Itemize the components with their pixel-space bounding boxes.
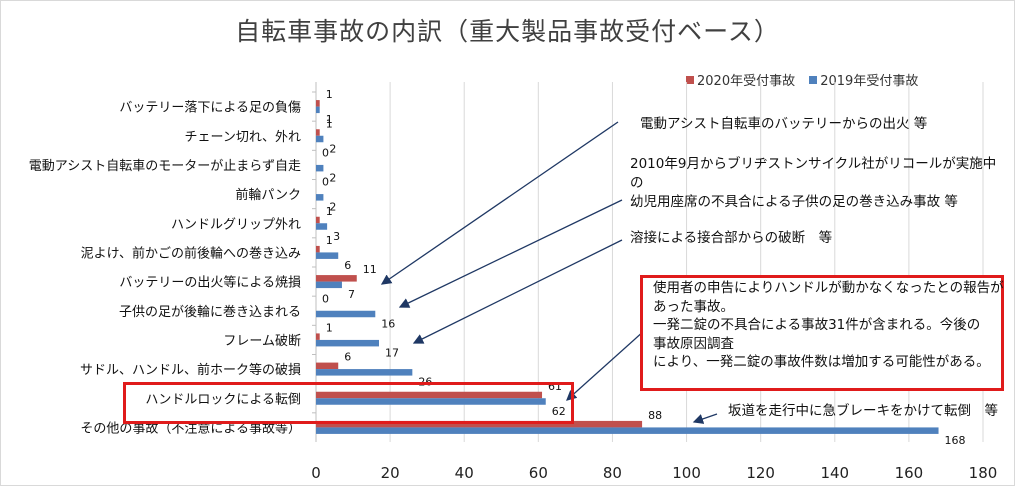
data-label-2019-7: 16: [381, 317, 395, 330]
annotation-handle-lock-box: 使用者の申告によりハンドルが動かなくなったとの報告が あった事故。 一発二錠の不…: [640, 275, 1004, 391]
bar-2019-3: [316, 194, 324, 201]
data-label-2019-4: 3: [333, 230, 340, 243]
annotation-handle-lock-line3: 一発二錠の不具合による事故31件が含まれる。今後の: [653, 317, 981, 333]
bar-2019-10: [316, 398, 546, 405]
bar-2019-4: [316, 223, 328, 230]
data-label-2019-11: 168: [945, 434, 966, 447]
bar-2020-4: [316, 216, 320, 224]
annotation-child-foot-line1: 2010年9月からブリヂストンサイクル社がリコールが実施中: [630, 156, 997, 172]
annotation-handle-lock-line4: 事故原因調査: [653, 335, 734, 352]
arrow-handle-lock: [566, 329, 646, 401]
annotation-other: 坂道を走行中に急ブレーキをかけて転倒 等: [728, 403, 998, 419]
arrow-other: [692, 413, 718, 424]
annotation-child-foot-line2: の: [630, 175, 644, 191]
category-label-5: 泥よけ、前かごの前後輪への巻き込み: [81, 245, 301, 261]
annotation-child-foot-line3: 幼児用座席の不具合による子供の足の巻き込み事故 等: [630, 194, 958, 210]
legend-item-2019: 2019年受付事故: [809, 70, 918, 89]
category-label-1: チェーン切れ、外れ: [185, 130, 301, 145]
legend-swatch-2019: [809, 76, 818, 84]
annotation-battery-fire: 電動アシスト自転車のバッテリーからの出火 等: [640, 116, 928, 132]
arrow-battery-fire: [380, 121, 619, 285]
bar-2019-1: [316, 135, 324, 143]
data-label-2020-7: 0: [322, 292, 329, 305]
x-tick-label-7: 140: [820, 464, 849, 482]
category-label-0: バッテリー落下による足の負傷: [119, 101, 301, 116]
annotation-handle-lock: 使用者の申告によりハンドルが動かなくなったとの報告が あった事故。 一発二錠の不…: [643, 278, 1004, 372]
data-label-2019-5: 6: [344, 259, 351, 272]
annotation-child-foot: 2010年9月からブリヂストンサイクル社がリコールが実施中 の 幼児用座席の不具…: [630, 155, 996, 212]
x-tick-label-6: 120: [746, 464, 775, 482]
legend-swatch-2020: [686, 76, 694, 84]
category-label-8: フレーム破断: [223, 334, 301, 349]
data-label-2019-2: 2: [329, 171, 336, 184]
x-tick-label-9: 180: [969, 464, 998, 482]
category-label-6: バッテリーの出火等による焼損: [119, 275, 301, 291]
bar-2020-9: [316, 362, 339, 370]
data-label-2020-8: 1: [326, 321, 333, 334]
category-label-9: サドル、ハンドル、前ホーク等の破損: [80, 362, 301, 378]
legend: 2020年受付事故 2019年受付事故: [686, 70, 928, 89]
bar-2019-7: [316, 310, 376, 318]
data-label-2020-1: 1: [326, 117, 333, 130]
category-label-4: ハンドルグリップ外れ: [171, 217, 301, 232]
x-tick-label-4: 80: [603, 464, 622, 482]
category-label-11: その他の事故（不注意による事故等）: [80, 420, 301, 436]
bar-2019-0: [316, 106, 320, 114]
legend-label-2020: 2020年受付事故: [697, 74, 796, 89]
bar-2020-0: [316, 100, 320, 107]
annotation-frame: 溶接による接合部からの破断 等: [630, 230, 833, 246]
bar-2020-1: [316, 129, 320, 136]
bar-2019-8: [316, 339, 379, 347]
data-label-2020-4: 1: [326, 205, 333, 218]
data-label-2020-11: 88: [648, 409, 662, 422]
bar-2020-11: [316, 420, 643, 428]
bar-2019-6: [316, 281, 342, 289]
data-label-2019-0: 1: [326, 113, 333, 126]
data-label-2019-1: 2: [329, 142, 336, 155]
data-label-2020-2: 0: [322, 146, 329, 159]
data-label-2019-10: 62: [552, 405, 566, 418]
category-label-3: 前輪パンク: [235, 187, 301, 203]
data-label-2020-3: 0: [322, 176, 329, 189]
category-label-10: ハンドルロックによる転倒: [145, 392, 301, 407]
data-label-2020-6: 11: [363, 263, 377, 276]
category-label-2: 電動アシスト自転車のモーターが止まらず自走: [29, 159, 301, 174]
legend-item-2020: 2020年受付事故: [686, 70, 795, 89]
bar-2019-11: [316, 427, 939, 434]
x-tick-label-3: 60: [529, 464, 548, 482]
arrow-child-foot: [398, 199, 623, 308]
x-tick-label-0: 0: [311, 464, 321, 482]
data-label-2020-9: 6: [344, 351, 351, 364]
data-label-2020-5: 1: [326, 234, 333, 247]
x-tick-label-1: 20: [381, 464, 400, 482]
bar-2020-6: [316, 275, 357, 282]
bar-2020-10: [316, 391, 543, 399]
category-label-7: 子供の足が後輪に巻き込まれる: [119, 304, 301, 320]
legend-label-2019: 2019年受付事故: [820, 74, 919, 89]
data-label-2019-6: 7: [348, 288, 355, 301]
annotation-handle-lock-line1: 使用者の申告によりハンドルが動かなくなったとの報告が: [653, 280, 1004, 296]
bar-2019-2: [316, 164, 324, 172]
highlight-box-handle-lock: [123, 382, 574, 424]
bar-2020-8: [316, 333, 320, 340]
annotation-handle-lock-line5: により、一発二錠の事故件数は増加する可能性がある。: [653, 354, 990, 370]
annotation-handle-lock-line2: あった事故。: [653, 298, 734, 315]
x-tick-label-8: 160: [895, 464, 924, 482]
bar-2020-5: [316, 245, 320, 253]
x-tick-label-5: 100: [672, 464, 701, 482]
x-tick-label-2: 40: [455, 464, 474, 482]
arrow-frame: [412, 239, 623, 344]
data-label-2019-8: 17: [385, 346, 399, 359]
chart-title: 自転車事故の内訳（重大製品事故受付ベース）: [235, 17, 780, 46]
bar-2019-5: [316, 252, 339, 259]
bar-2019-9: [316, 369, 413, 376]
data-label-2020-0: 1: [326, 88, 333, 101]
data-label-2019-3: 2: [329, 201, 336, 214]
